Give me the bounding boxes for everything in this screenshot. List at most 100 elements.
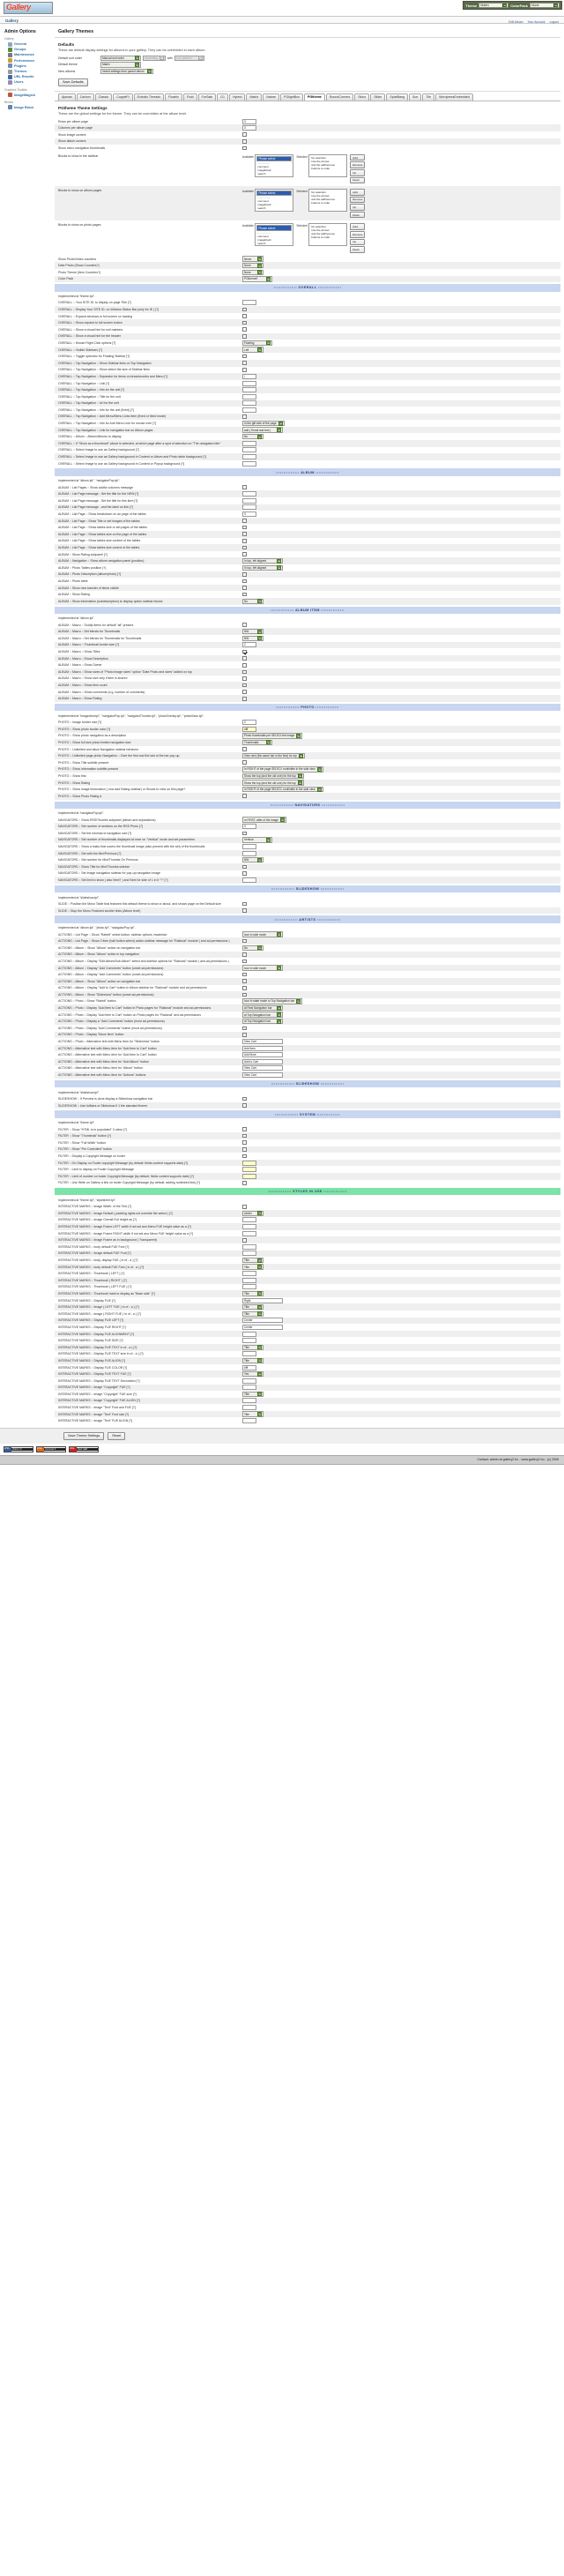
tab-siriux[interactable]: Siriux	[354, 93, 370, 101]
remove-block-button[interactable]: Remove	[350, 231, 366, 238]
text-input[interactable]: View Cart	[242, 1065, 283, 1071]
text-input[interactable]: 3	[242, 125, 256, 131]
select-control[interactable]: Never	[242, 256, 263, 262]
select-control[interactable]: Vertical	[242, 837, 272, 843]
checkbox[interactable]	[242, 1103, 247, 1108]
text-input[interactable]	[242, 850, 256, 856]
select-control[interactable]: Title	[242, 1264, 263, 1270]
text-input[interactable]: #fff	[242, 1364, 256, 1370]
select-control[interactable]: In top, left aligned	[242, 557, 283, 564]
select-control[interactable]: No	[242, 598, 263, 604]
select-control[interactable]: No	[242, 945, 263, 951]
tab-ajaxian[interactable]: Ajaxian	[58, 93, 76, 101]
sidebar-item-imagemagick[interactable]: ImageMagick	[4, 93, 50, 98]
tab-pgtheme[interactable]: PGtheme	[304, 93, 325, 101]
checkbox[interactable]	[242, 1133, 247, 1139]
theme-picker[interactable]: Theme Matrix ColorPack None	[463, 1, 562, 10]
select-control[interactable]: at Real Navigation bar	[242, 1004, 283, 1012]
checkbox[interactable]	[242, 354, 247, 359]
text-input[interactable]	[242, 1167, 256, 1173]
validation-badge[interactable]: W3C css level 3	[36, 1445, 66, 1452]
checkbox[interactable]	[242, 314, 247, 318]
select-control[interactable]: PGtheme0	[242, 276, 272, 282]
select-control[interactable]: NW	[242, 857, 263, 863]
sidebar-item-themes[interactable]: Themes	[4, 69, 50, 74]
text-input[interactable]: 3	[242, 824, 256, 830]
list-item[interactable]: buttons to order	[311, 166, 330, 170]
default-theme-select[interactable]: Matrix	[100, 62, 141, 68]
checkbox[interactable]	[242, 690, 247, 694]
checkbox[interactable]	[242, 669, 247, 675]
select-control[interactable]: In FIRST, after of the image	[242, 817, 286, 823]
select-control[interactable]: NW	[242, 635, 263, 642]
sidebar-item-performance[interactable]: Performance	[4, 58, 50, 63]
checkbox[interactable]	[242, 552, 247, 556]
checkbox[interactable]	[242, 586, 247, 590]
checkbox[interactable]	[242, 572, 247, 577]
text-input[interactable]	[242, 877, 256, 884]
available-blocks-listbox[interactable]: Please select - - - - - - - - comment image…	[255, 189, 294, 213]
checkbox[interactable]	[242, 972, 247, 977]
sidebar-item-url-rewrite[interactable]: URL Rewrite	[4, 74, 50, 79]
select-control[interactable]: In RIGHT of the page SELECt. nonlinbite …	[242, 786, 323, 793]
list-item[interactable]: No selection.	[311, 190, 327, 195]
checkbox[interactable]	[242, 1096, 247, 1101]
list-item[interactable]: Use the arrows	[311, 194, 330, 198]
text-input[interactable]	[242, 460, 256, 467]
select-control[interactable]: Icon in state mode or Top Navigation bar	[242, 998, 303, 1004]
sidebar-item-maintenance[interactable]: Maintenance	[4, 52, 50, 57]
checkbox[interactable]	[242, 747, 247, 751]
checkbox[interactable]	[242, 649, 247, 654]
text-input[interactable]	[242, 1338, 256, 1344]
available-blocks-listbox[interactable]: Please select - - - - - - - - comment image…	[255, 223, 294, 247]
tab-copyleft[interactable]: CopyleFt	[113, 93, 133, 101]
list-item[interactable]: buttons to order	[311, 235, 330, 240]
save-theme-settings-button[interactable]: Save Theme Settings	[63, 1432, 105, 1440]
add-block-button[interactable]: Add	[350, 153, 366, 161]
text-input[interactable]	[242, 1271, 256, 1277]
checkbox[interactable]	[242, 864, 247, 870]
text-input[interactable]	[242, 1405, 256, 1411]
checkbox[interactable]	[242, 676, 247, 681]
select-control[interactable]: Title	[242, 1310, 263, 1317]
select-control[interactable]: No	[242, 434, 263, 440]
text-input[interactable]: Add to Cart	[242, 1058, 283, 1064]
checkbox[interactable]	[242, 579, 247, 584]
reset-button[interactable]: Reset	[108, 1432, 126, 1440]
checkbox[interactable]	[242, 361, 247, 366]
sidebar-item-plugins[interactable]: Plugins	[4, 63, 50, 69]
link-logout[interactable]: Logout	[549, 19, 559, 24]
text-input[interactable]	[242, 1418, 256, 1424]
text-input[interactable]: Add More	[242, 1052, 283, 1058]
add-block-button[interactable]: Add	[350, 223, 366, 231]
checkbox[interactable]	[242, 334, 247, 339]
list-item[interactable]: search	[257, 172, 266, 176]
text-input[interactable]: Center	[242, 1318, 283, 1324]
text-input[interactable]	[242, 504, 256, 511]
list-item[interactable]: Use the arrows	[311, 228, 330, 233]
checkbox[interactable]	[242, 986, 247, 990]
tab-pglightbox[interactable]: PGlightBox	[280, 93, 304, 101]
validation-badge[interactable]: W3C xhtml 1.0	[4, 1445, 33, 1452]
checkbox[interactable]	[242, 1140, 247, 1146]
select-control[interactable]: Yes	[242, 1370, 263, 1378]
select-control[interactable]: View next (the same bar in the first) fo…	[242, 752, 305, 759]
list-item[interactable]: Please select	[256, 225, 293, 231]
select-control[interactable]: None	[242, 269, 263, 276]
select-control[interactable]: Title	[242, 1257, 263, 1264]
tab-eclectic-threads[interactable]: Eclectic Threads	[133, 93, 165, 101]
text-input[interactable]	[242, 497, 256, 504]
text-input[interactable]	[242, 1277, 256, 1283]
checkbox[interactable]	[242, 525, 247, 530]
select-control[interactable]: In top, left aligned	[242, 564, 283, 571]
checkbox[interactable]	[242, 1127, 247, 1131]
new-albums-select[interactable]: Inherit settings from parent album	[100, 68, 153, 75]
save-defaults-button[interactable]: Save Defaults	[58, 78, 88, 86]
checkbox[interactable]	[242, 1147, 247, 1152]
text-input[interactable]	[242, 407, 256, 413]
link-edit-album[interactable]: Edit Album	[508, 19, 523, 24]
tab-tile[interactable]: Tile	[422, 93, 435, 101]
down-block-button[interactable]: Down	[350, 176, 366, 184]
select-control[interactable]: at Top Navigation bar	[242, 1019, 283, 1025]
text-input[interactable]	[242, 1217, 256, 1223]
